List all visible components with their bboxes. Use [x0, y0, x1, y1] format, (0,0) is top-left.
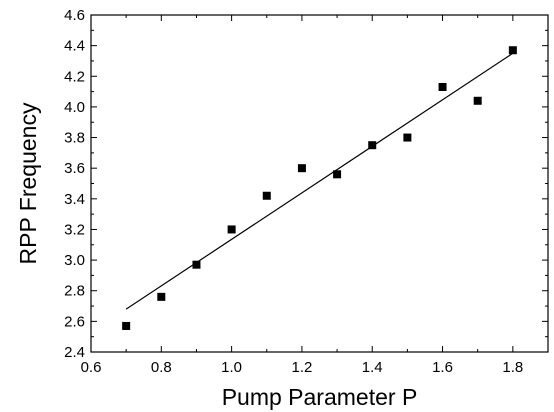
x-tick-label: 1.0: [221, 359, 242, 376]
y-tick-label: 2.8: [64, 283, 85, 300]
y-tick-label: 3.0: [64, 252, 85, 269]
data-point: [368, 141, 377, 150]
data-point: [473, 96, 482, 105]
linear-fit-line: [125, 52, 514, 310]
data-point: [157, 292, 166, 301]
data-point: [297, 164, 306, 173]
ticks-layer: 0.6 0.8 1.0 1.2 1.4 1.6 1.8 2.4 2.6 2.8 3.0 3.2 3.4 3…: [64, 7, 548, 376]
data-point: [403, 133, 412, 142]
fit-line-layer: [125, 52, 514, 310]
y-tick-label: 3.2: [64, 221, 85, 238]
y-tick-label: 3.6: [64, 160, 85, 177]
x-tick-label: 1.6: [432, 359, 453, 376]
data-point: [262, 191, 271, 200]
y-tick-label: 3.8: [64, 130, 85, 147]
y-axis-title: RPP Frequency: [15, 102, 41, 264]
x-tick-label: 0.8: [151, 359, 172, 376]
y-tick-label: 4.0: [64, 99, 85, 116]
y-tick-label: 2.4: [64, 344, 85, 361]
y-tick-label: 2.6: [64, 313, 85, 330]
data-point: [122, 321, 131, 330]
x-tick-label: 1.4: [362, 359, 383, 376]
x-axis-title: Pump Parameter P: [222, 384, 418, 410]
data-point: [333, 170, 342, 179]
data-point: [192, 260, 201, 269]
x-tick-label: 0.6: [81, 359, 102, 376]
plot-frame: [90, 14, 549, 353]
data-points-layer: [122, 46, 517, 330]
y-tick-label: 4.2: [64, 68, 85, 85]
data-point: [508, 46, 517, 55]
y-tick-label: 4.4: [64, 38, 85, 55]
data-point: [227, 225, 236, 234]
y-tick-label: 3.4: [64, 191, 85, 208]
data-point: [438, 82, 447, 91]
x-tick-label: 1.2: [291, 359, 312, 376]
x-tick-label: 1.8: [502, 359, 523, 376]
y-tick-label: 4.6: [64, 7, 85, 24]
